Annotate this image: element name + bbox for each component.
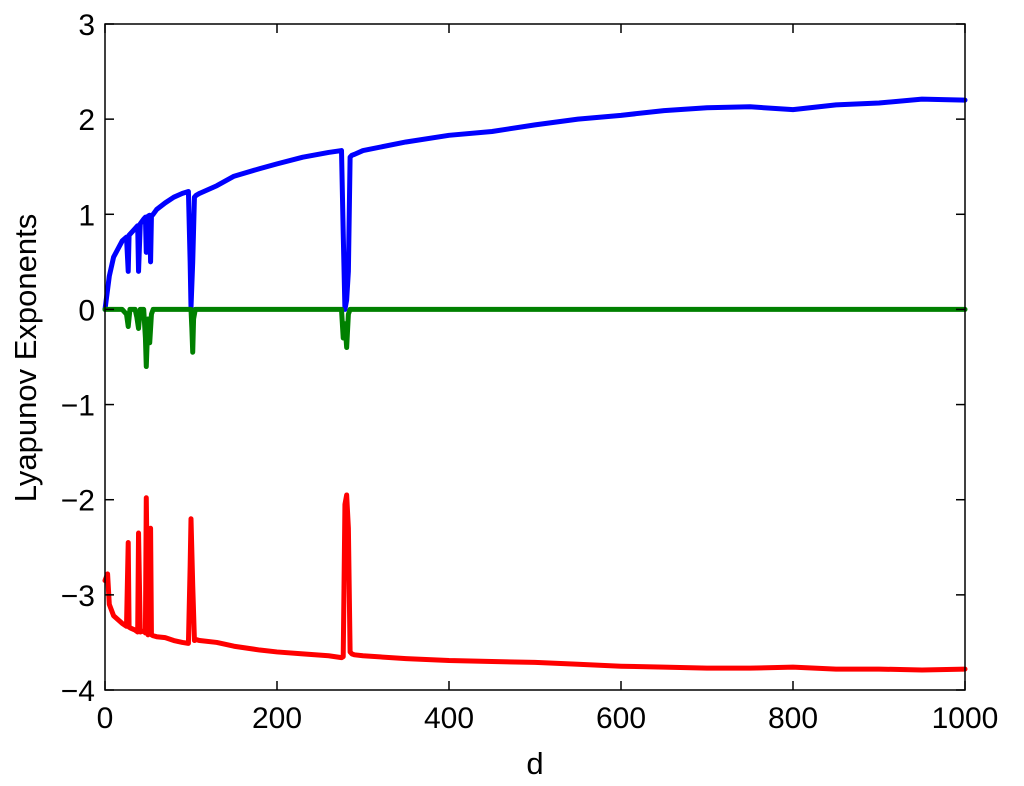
y-tick-label: −3 [61,580,95,613]
series-layer [102,96,968,673]
x-tick-label: 0 [97,702,114,735]
series-line-1 [102,306,968,370]
y-tick-label: 2 [78,104,95,137]
x-tick-label: 200 [252,702,302,735]
series-line-2 [102,492,968,673]
x-tick-label: 800 [768,702,818,735]
series-line-0 [102,96,968,312]
y-tick-label: −2 [61,485,95,518]
x-tick-label: 1000 [932,702,999,735]
y-tick-label: 0 [78,294,95,327]
tick-label-layer: 0 200 400 600 800 1000 −4 −3 −2 −1 0 1 2 3 [61,9,999,735]
y-tick-label: 3 [78,9,95,42]
axes-layer [104,23,966,691]
x-axis-label: d [526,746,543,781]
x-tick-label: 600 [596,702,646,735]
y-axis-label: Lyapunov Exponents [8,214,43,502]
y-tick-label: −1 [61,390,95,423]
plot-frame [104,23,966,691]
x-tick-label: 400 [424,702,474,735]
y-tick-label: −4 [61,675,95,708]
y-tick-label: 1 [78,199,95,232]
